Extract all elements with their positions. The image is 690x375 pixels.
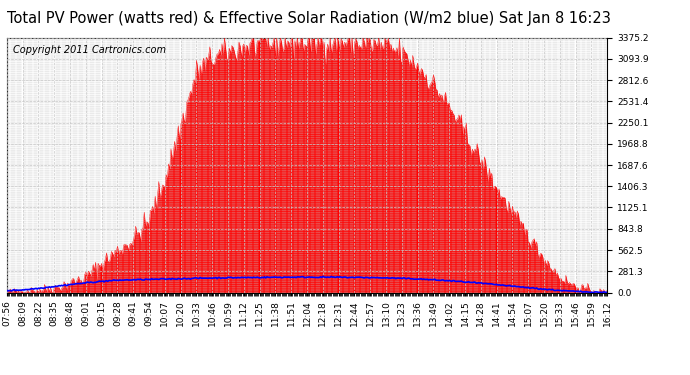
Text: Copyright 2011 Cartronics.com: Copyright 2011 Cartronics.com [13,45,166,55]
Text: Total PV Power (watts red) & Effective Solar Radiation (W/m2 blue) Sat Jan 8 16:: Total PV Power (watts red) & Effective S… [7,11,611,26]
